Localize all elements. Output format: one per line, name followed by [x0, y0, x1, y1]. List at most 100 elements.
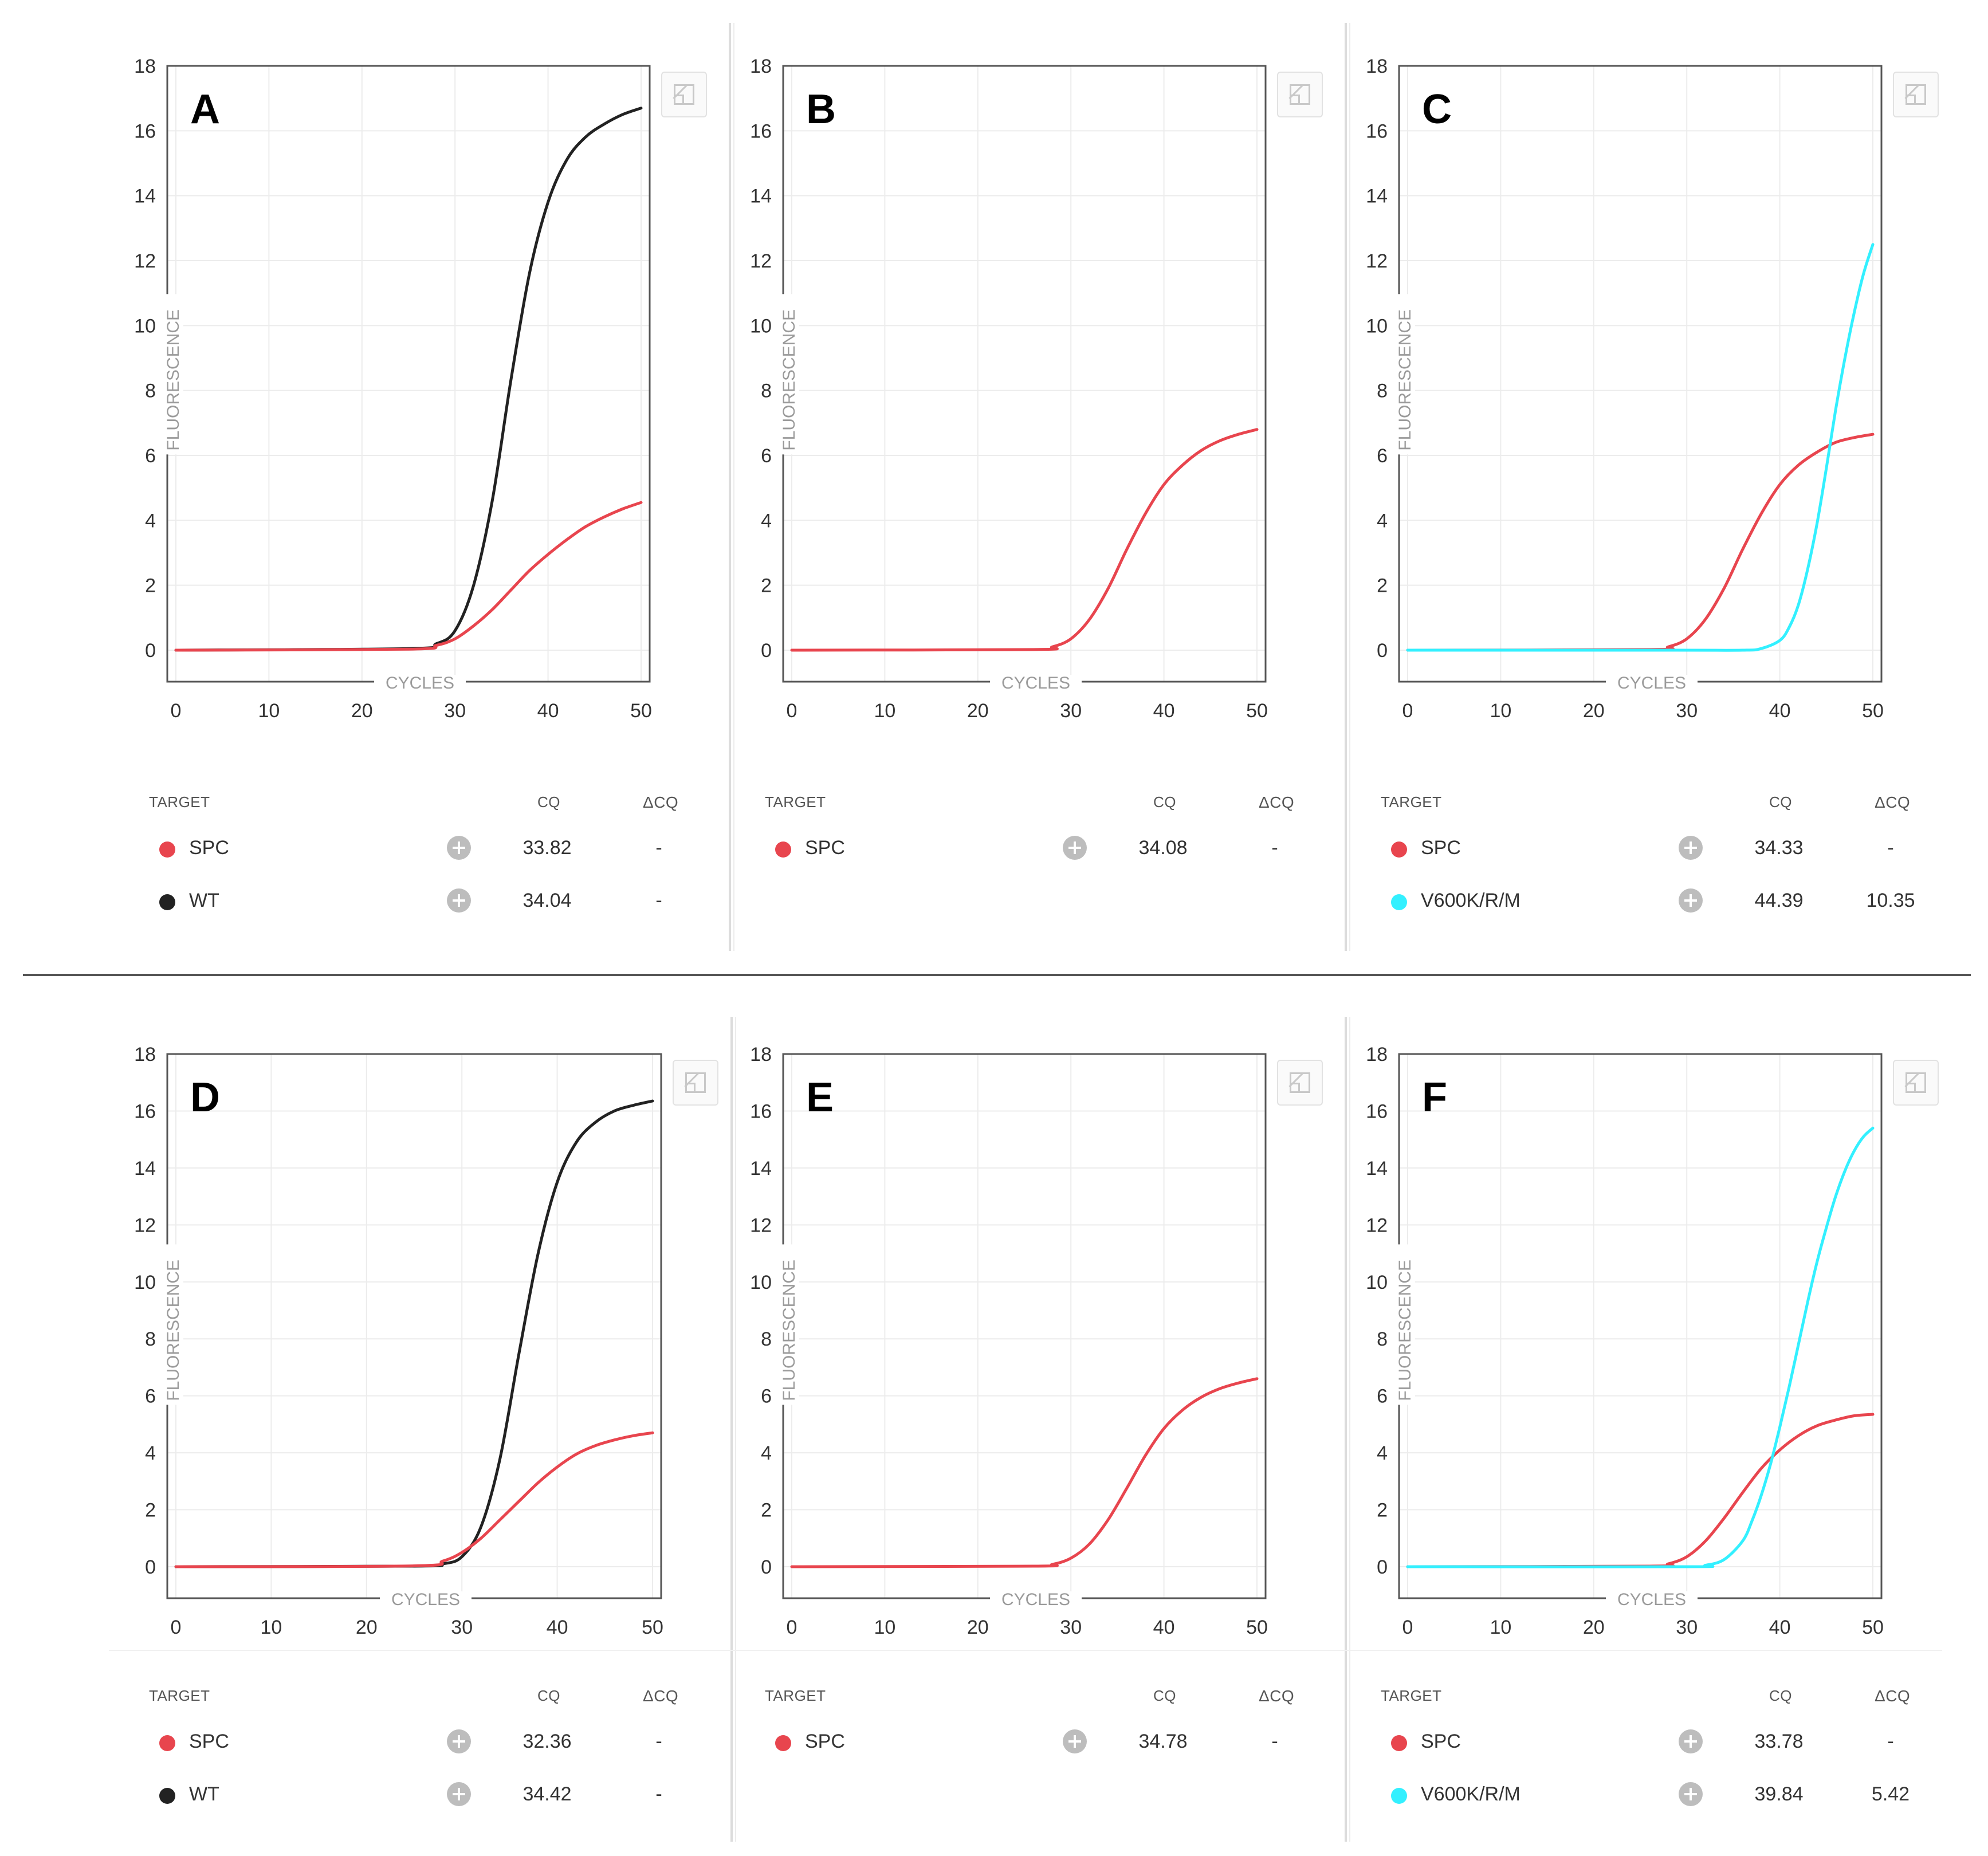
- x-tick-label: 50: [1246, 700, 1268, 722]
- chart-grid: [783, 1053, 1266, 1598]
- y-tick-label: 14: [1366, 186, 1388, 207]
- target-delta-cq: -: [1271, 1731, 1278, 1752]
- y-tick-label: 6: [761, 1386, 772, 1407]
- target-delta-cq: -: [1271, 837, 1278, 859]
- expand-chart-button[interactable]: [661, 72, 707, 117]
- y-tick-label: 12: [750, 250, 772, 272]
- expand-chart-button[interactable]: [1893, 72, 1939, 117]
- add-target-icon[interactable]: [447, 888, 471, 913]
- series-line-wt: [174, 1099, 654, 1568]
- target-row: SPC 34.33 -: [1381, 833, 1954, 868]
- target-cq: 34.33: [1754, 837, 1804, 859]
- y-tick-label: 12: [750, 1214, 772, 1236]
- y-tick-label: 10: [134, 315, 156, 337]
- expand-chart-button[interactable]: [1893, 1060, 1939, 1106]
- series-line-v600k-r-m: [1406, 243, 1875, 652]
- legend-header-dcq: ΔCQ: [1259, 1687, 1295, 1705]
- add-target-icon[interactable]: [447, 836, 471, 860]
- panel-b: 0 2 4 6 8 10 12 14 16 18 0 10 20 30 40 50 CYCLES FLUORESC…: [708, 46, 1323, 951]
- y-tick-label: 10: [750, 1272, 772, 1293]
- plot-frame: [782, 1053, 1267, 1599]
- target-name: WT: [189, 1783, 219, 1805]
- add-target-icon[interactable]: [1679, 1729, 1703, 1753]
- add-target-icon[interactable]: [1679, 888, 1703, 913]
- expand-chart-button[interactable]: [673, 1060, 718, 1106]
- y-tick-label: 0: [1377, 1556, 1388, 1578]
- target-row: WT 34.04 -: [149, 886, 722, 921]
- x-tick-label: 40: [1153, 1617, 1175, 1638]
- legend-header-cq: CQ: [1769, 793, 1792, 811]
- y-tick-label: 0: [145, 640, 156, 662]
- y-tick-label: 4: [761, 510, 772, 532]
- x-tick-label: 40: [1769, 700, 1791, 722]
- y-tick-label: 6: [761, 445, 772, 467]
- y-tick-label: 14: [750, 1158, 772, 1179]
- expand-chart-button[interactable]: [1277, 1060, 1323, 1106]
- y-tick-label: 18: [134, 1044, 156, 1065]
- target-name: SPC: [189, 837, 229, 859]
- expand-icon: [1906, 1072, 1926, 1093]
- add-target-icon[interactable]: [1679, 1782, 1703, 1806]
- y-axis-label-bg: [1392, 1244, 1415, 1405]
- chart-grid: [783, 65, 1266, 682]
- legend-header-dcq: ΔCQ: [1875, 793, 1911, 811]
- x-tick-label: 20: [1583, 700, 1605, 722]
- y-tick-label: 6: [1377, 445, 1388, 467]
- target-cq: 44.39: [1754, 890, 1804, 911]
- x-tick-label: 20: [967, 1617, 989, 1638]
- pcr-chart: 0 2 4 6 8 10 12 14 16 18 0 10 20 30 40 50 CYCLES FLUORESC…: [1366, 1044, 1884, 1638]
- panel-letter: A: [190, 86, 220, 132]
- y-tick-label: 16: [134, 120, 156, 142]
- expand-chart-button[interactable]: [1277, 72, 1323, 117]
- x-tick-label: 50: [630, 700, 652, 722]
- y-tick-label: 10: [750, 315, 772, 337]
- add-target-icon[interactable]: [447, 1729, 471, 1753]
- x-tick-label: 30: [1676, 1617, 1698, 1638]
- panel-d: 0 2 4 6 8 10 12 14 16 18 0 10 20 30 40 50 CYCLES FLUORESC…: [92, 0, 718, 1806]
- panel-e: 0 2 4 6 8 10 12 14 16 18 0 10 20 30 40 50 CYCLES FLUORESC…: [708, 0, 1323, 1753]
- x-tick-label: 50: [1862, 700, 1884, 722]
- target-name: SPC: [189, 1731, 229, 1752]
- column-divider: [730, 1017, 736, 1842]
- target-row: SPC 32.36 -: [149, 1727, 722, 1761]
- expand-icon: [1290, 1072, 1310, 1093]
- x-tick-label: 40: [1153, 700, 1175, 722]
- add-target-icon[interactable]: [447, 1782, 471, 1806]
- target-cq: 34.04: [522, 890, 572, 911]
- y-tick-label: 6: [145, 1386, 156, 1407]
- target-delta-cq: 10.35: [1866, 890, 1915, 911]
- add-target-icon[interactable]: [1679, 836, 1703, 860]
- target-color-dot: [159, 1735, 175, 1751]
- y-tick-label: 12: [1366, 250, 1388, 272]
- add-target-icon[interactable]: [1063, 836, 1087, 860]
- y-axis-label: FLUORESCENCE: [1396, 309, 1415, 451]
- y-axis-label: FLUORESCENCE: [780, 1260, 799, 1401]
- add-target-icon[interactable]: [1063, 1729, 1087, 1753]
- y-tick-label: 18: [1366, 1044, 1388, 1065]
- target-color-dot: [1391, 894, 1407, 910]
- pcr-chart: 0 2 4 6 8 10 12 14 16 18 0 10 20 30 40 50 CYCLES FLUORESC…: [750, 56, 1268, 722]
- x-tick-label: 30: [1060, 1617, 1082, 1638]
- legend-header-dcq: ΔCQ: [643, 793, 679, 811]
- x-tick-label: 50: [642, 1617, 663, 1638]
- plot-frame: [166, 1053, 662, 1599]
- y-tick-label: 16: [134, 1100, 156, 1122]
- target-name: SPC: [805, 837, 845, 859]
- section-rule: [109, 1650, 1942, 1651]
- target-color-dot: [1391, 1735, 1407, 1751]
- target-row: SPC 34.08 -: [765, 833, 1338, 868]
- target-cq: 32.36: [522, 1731, 572, 1752]
- y-tick-label: 10: [1366, 1272, 1388, 1293]
- target-row: SPC 34.78 -: [765, 1727, 1338, 1761]
- x-axis-label-bg: [374, 675, 466, 695]
- target-cq: 34.08: [1138, 837, 1188, 859]
- y-tick-label: 0: [145, 1556, 156, 1578]
- x-axis-label: CYCLES: [1617, 674, 1686, 693]
- pcr-chart: 0 2 4 6 8 10 12 14 16 18 0 10 20 30 40 50 CYCLES FLUORESC…: [1366, 56, 1884, 722]
- legend-header-cq: CQ: [537, 1687, 560, 1704]
- target-name: V600K/R/M: [1421, 890, 1521, 911]
- plot-frame: [1398, 1053, 1883, 1599]
- target-color-dot: [1391, 842, 1407, 858]
- x-tick-label: 40: [547, 1617, 568, 1638]
- x-tick-label: 20: [356, 1617, 378, 1638]
